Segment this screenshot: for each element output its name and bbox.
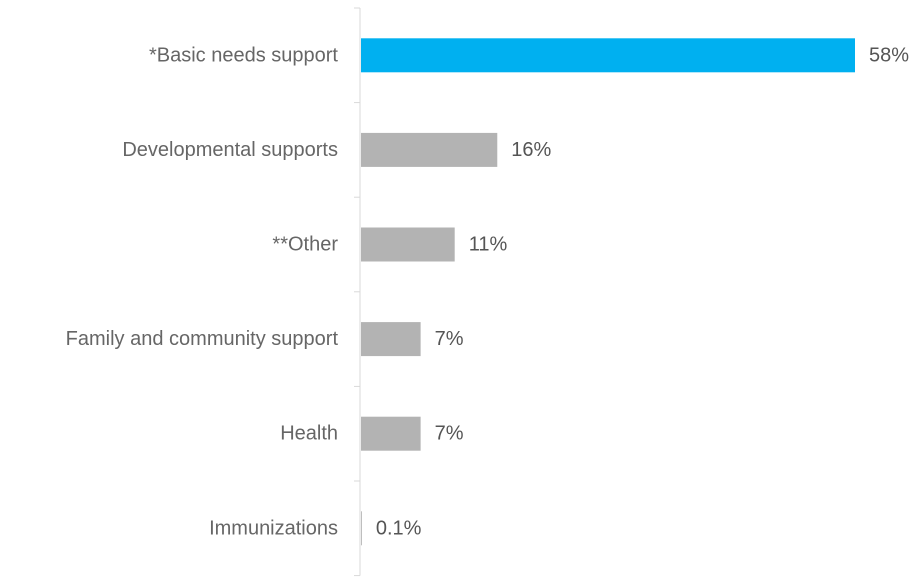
bar: [361, 322, 421, 357]
category-labels: *Basic needs support Developmental suppor…: [66, 44, 339, 539]
data-label: 11%: [469, 234, 508, 256]
bar: [361, 416, 421, 451]
data-label: 16%: [511, 139, 551, 161]
value-labels: 58% 16% 11% 7% 7% 0.1%: [376, 44, 909, 539]
category-label: *Basic needs support: [149, 44, 338, 66]
data-label: 58%: [869, 44, 909, 66]
chart-bars: [361, 38, 855, 546]
data-label: 0.1%: [376, 517, 422, 539]
bar: [361, 38, 855, 73]
bar: [361, 511, 362, 546]
category-label: **Other: [272, 234, 338, 256]
data-label: 7%: [435, 423, 464, 445]
data-label: 7%: [435, 328, 464, 350]
chart-axis: [354, 7, 361, 577]
category-label: Health: [280, 423, 338, 445]
bar: [361, 227, 455, 262]
bar: [361, 132, 498, 167]
category-label: Developmental supports: [122, 139, 338, 161]
category-label: Family and community support: [66, 328, 339, 350]
category-label: Immunizations: [209, 517, 338, 539]
